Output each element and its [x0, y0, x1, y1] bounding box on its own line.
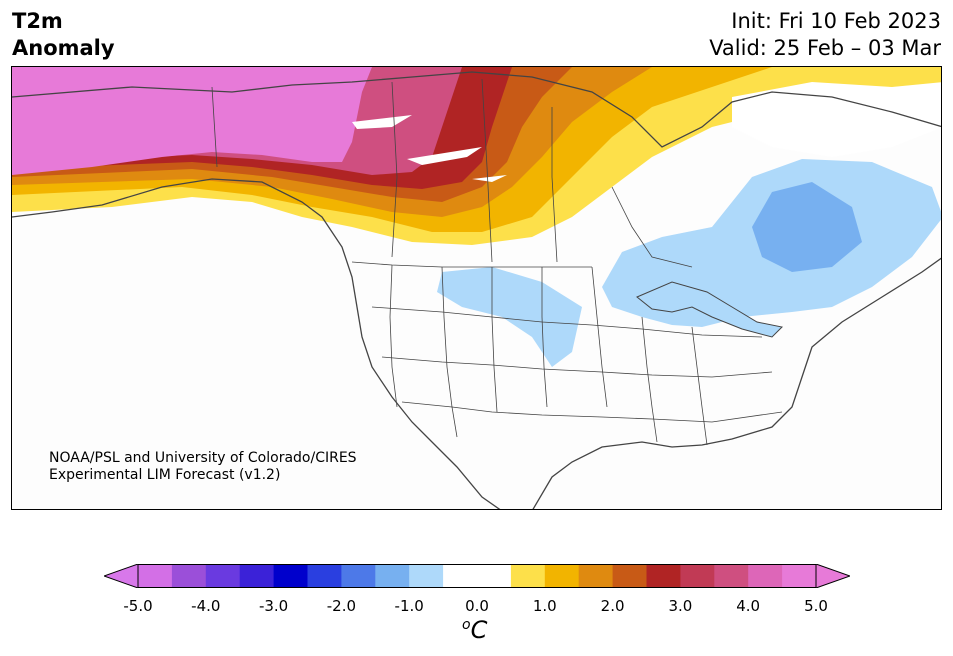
colorbar-segment	[782, 564, 817, 588]
unit-letter: C	[470, 616, 488, 644]
colorbar-segment	[239, 564, 275, 588]
colorbar-segment	[273, 564, 308, 588]
colorbar	[104, 564, 850, 588]
colorbar-border	[137, 564, 817, 588]
coastline-gulf	[532, 257, 941, 509]
colorbar-segment	[443, 564, 478, 588]
hudson-bay	[732, 82, 941, 157]
anomaly-blue-quebec	[752, 182, 862, 272]
colorbar-segment	[714, 564, 749, 588]
snow-patch	[407, 147, 482, 165]
colorbar-segment	[578, 564, 614, 588]
credit-line-2: Experimental LIM Forecast (v1.2)	[49, 467, 281, 483]
anomaly-pink-core	[12, 67, 372, 175]
colorbar-tick-label: 3.0	[668, 597, 693, 615]
colorbar-high-extend	[815, 564, 850, 588]
snow-patch	[472, 175, 507, 182]
init-date: Init: Fri 10 Feb 2023	[731, 9, 941, 33]
colorbar-tick-label: 5.0	[804, 597, 828, 615]
colorbar-segment	[375, 564, 410, 588]
coastline-north	[12, 71, 941, 148]
great-lakes	[636, 281, 784, 338]
credit-line-1: NOAA/PSL and University of Colorado/CIRE…	[49, 450, 357, 466]
colorbar-tick-label: 0.0	[465, 597, 489, 615]
variable-name: T2m	[12, 9, 63, 33]
colorbar-tick-label: -2.0	[326, 597, 357, 615]
variable-subtitle: Anomaly	[12, 36, 115, 60]
colorbar-tick-label: -5.0	[123, 597, 153, 615]
colorbar-segment	[307, 564, 342, 588]
map-svg	[12, 67, 941, 509]
valid-range: Valid: 25 Feb – 03 Mar	[709, 36, 941, 60]
anomaly-lightblue-west	[437, 267, 582, 367]
snow-patch	[352, 115, 412, 129]
anomaly-map	[11, 66, 942, 510]
map-title: T2m Anomaly	[12, 8, 115, 62]
unit-label: oC	[462, 616, 487, 644]
colorbar-tick-label: -4.0	[191, 597, 221, 615]
forecast-dates: Init: Fri 10 Feb 2023 Valid: 25 Feb – 03…	[709, 8, 941, 62]
colorbar-segment	[612, 564, 647, 588]
colorbar-segment	[748, 564, 783, 588]
colorbar-low-extend	[104, 564, 139, 588]
colorbar-segment	[646, 564, 681, 588]
data-credit: NOAA/PSL and University of Colorado/CIRE…	[49, 450, 357, 484]
colorbar-segment	[171, 564, 207, 588]
colorbar-tick-label: -3.0	[258, 597, 289, 615]
colorbar-tick-label: 2.0	[600, 597, 625, 615]
colorbar-segment	[544, 564, 580, 588]
colorbar-segment	[477, 564, 512, 588]
colorbar-segment	[138, 564, 173, 588]
unit-degree: o	[462, 617, 471, 633]
colorbar-segment	[510, 564, 546, 588]
colorbar-segment	[680, 564, 715, 588]
colorbar-segment	[341, 564, 376, 588]
colorbar-segment	[205, 564, 241, 588]
colorbar-tick-label: 4.0	[736, 597, 761, 615]
colorbar-tick-label: -1.0	[394, 597, 424, 615]
state-boundaries	[211, 78, 783, 446]
coastline-west	[12, 178, 501, 509]
colorbar-segment	[409, 564, 444, 588]
colorbar-tick-label: 1.0	[532, 597, 557, 615]
